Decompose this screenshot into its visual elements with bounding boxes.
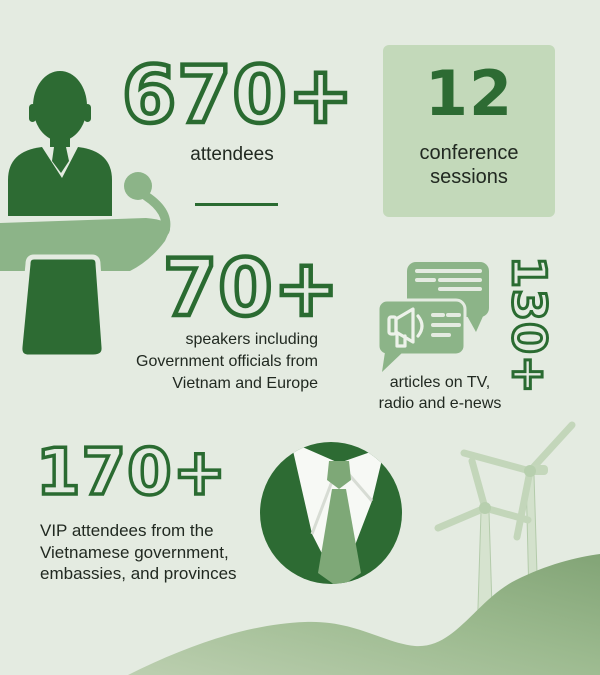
front-chat-bubble xyxy=(376,298,467,372)
vip-count: 170+ xyxy=(34,436,228,510)
sessions-card: 12 conference sessions xyxy=(383,45,555,217)
attendees-count: 670+ xyxy=(120,51,356,141)
speaker-head xyxy=(33,71,87,141)
articles-label: articles on TV, radio and e-news xyxy=(378,374,502,412)
articles-count: 130+ xyxy=(501,255,558,397)
attendees-label: attendees xyxy=(190,144,274,165)
speaker-torso xyxy=(8,147,112,216)
divider-line xyxy=(195,203,278,206)
sessions-count: 12 xyxy=(424,57,514,130)
sessions-label: conference sessions xyxy=(419,142,519,188)
speakers-count: 70+ xyxy=(161,244,341,334)
speaker-tie xyxy=(52,147,69,173)
tie-body xyxy=(318,489,361,584)
megaphone-icon xyxy=(387,307,424,348)
podium-stand xyxy=(17,254,107,360)
chat-bubbles-megaphone-icon xyxy=(376,262,489,372)
vip-label: VIP attendees from the Vietnamese govern… xyxy=(40,521,237,584)
suit-and-tie-icon xyxy=(260,442,402,584)
green-wave-decoration xyxy=(128,554,600,675)
tie-knot xyxy=(327,461,351,489)
speakers-label: speakers including Government officials … xyxy=(136,331,318,393)
speaker-at-podium-icon xyxy=(0,71,171,360)
